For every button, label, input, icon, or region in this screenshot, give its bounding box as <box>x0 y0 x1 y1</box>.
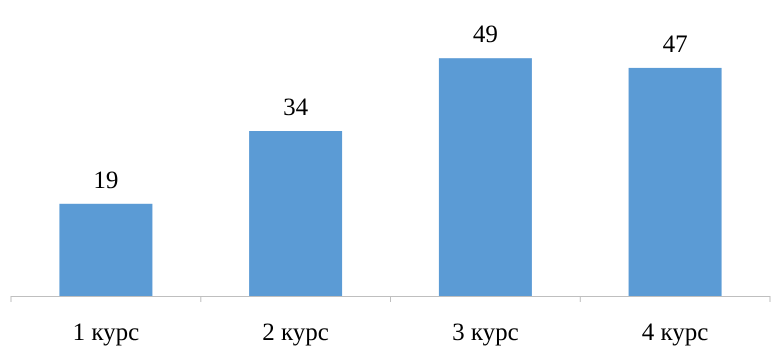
x-tick-label-2: 2 курс <box>262 319 329 346</box>
bar-2 <box>249 131 343 296</box>
bars-group <box>59 58 722 297</box>
bar-4 <box>628 67 722 297</box>
data-label-1: 19 <box>93 167 118 194</box>
x-tick-label-4: 4 курс <box>642 319 709 346</box>
bar-1 <box>59 203 153 296</box>
x-axis <box>10 296 771 302</box>
data-label-2: 34 <box>283 94 309 121</box>
x-tick-label-1: 1 курс <box>73 319 140 346</box>
x-tick-labels-group: 1 курс 2 курс 3 курс 4 курс <box>73 319 709 346</box>
data-labels-group: 19 34 49 47 <box>93 21 687 194</box>
data-label-4: 47 <box>663 31 688 58</box>
x-tick-label-3: 3 курс <box>452 319 519 346</box>
data-label-3: 49 <box>473 21 498 48</box>
bar-3 <box>438 58 532 297</box>
